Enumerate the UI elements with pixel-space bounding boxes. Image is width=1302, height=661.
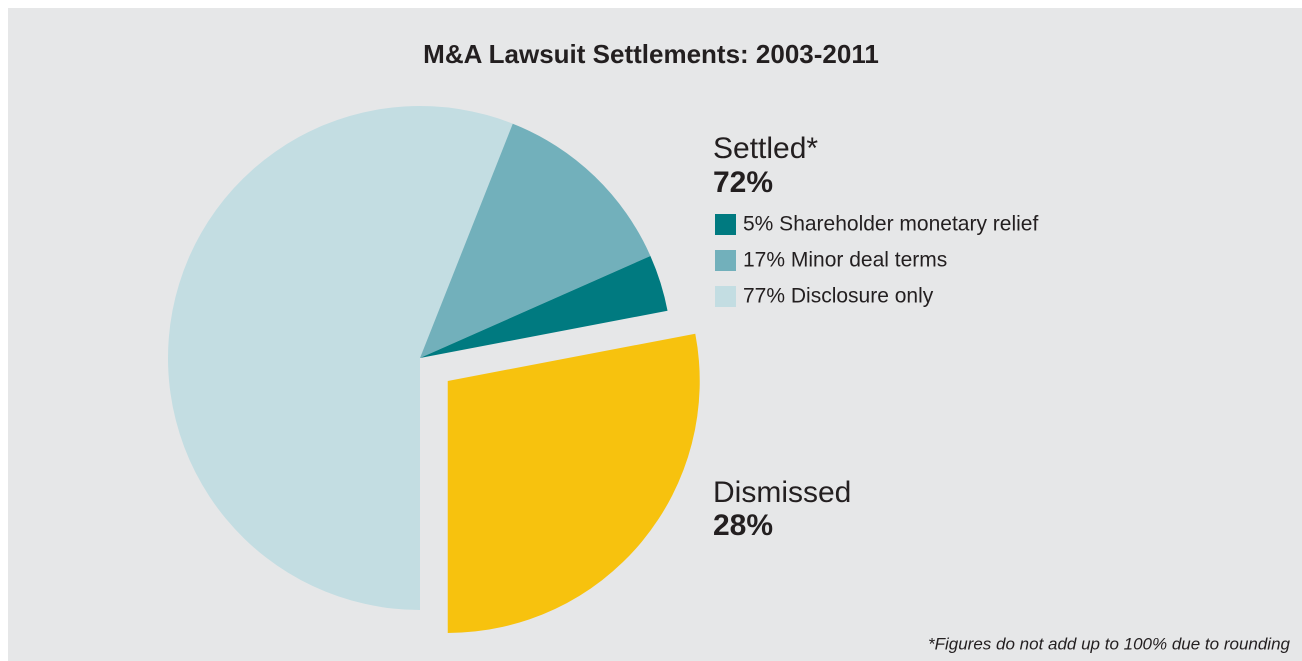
legend-swatch — [715, 214, 736, 235]
pie-slice — [420, 255, 668, 358]
slice-label: Dismissed — [713, 476, 851, 509]
pie-slice — [420, 123, 651, 359]
legend-label: 17% Minor deal terms — [743, 249, 947, 272]
pie-slice — [447, 333, 700, 633]
legend-swatch — [715, 250, 736, 271]
slice-label: Settled* — [713, 132, 818, 165]
slice-value-label: 28% — [713, 509, 773, 542]
pie-slice — [168, 106, 513, 611]
legend-label: 5% Shareholder monetary relief — [743, 213, 1038, 236]
footnote: *Figures do not add up to 100% due to ro… — [928, 634, 1291, 653]
legend-swatch — [715, 286, 736, 307]
chart-title: M&A Lawsuit Settlements: 2003-2011 — [423, 39, 879, 69]
slice-value-label: 72% — [713, 166, 773, 199]
legend-label: 77% Disclosure only — [743, 285, 934, 308]
